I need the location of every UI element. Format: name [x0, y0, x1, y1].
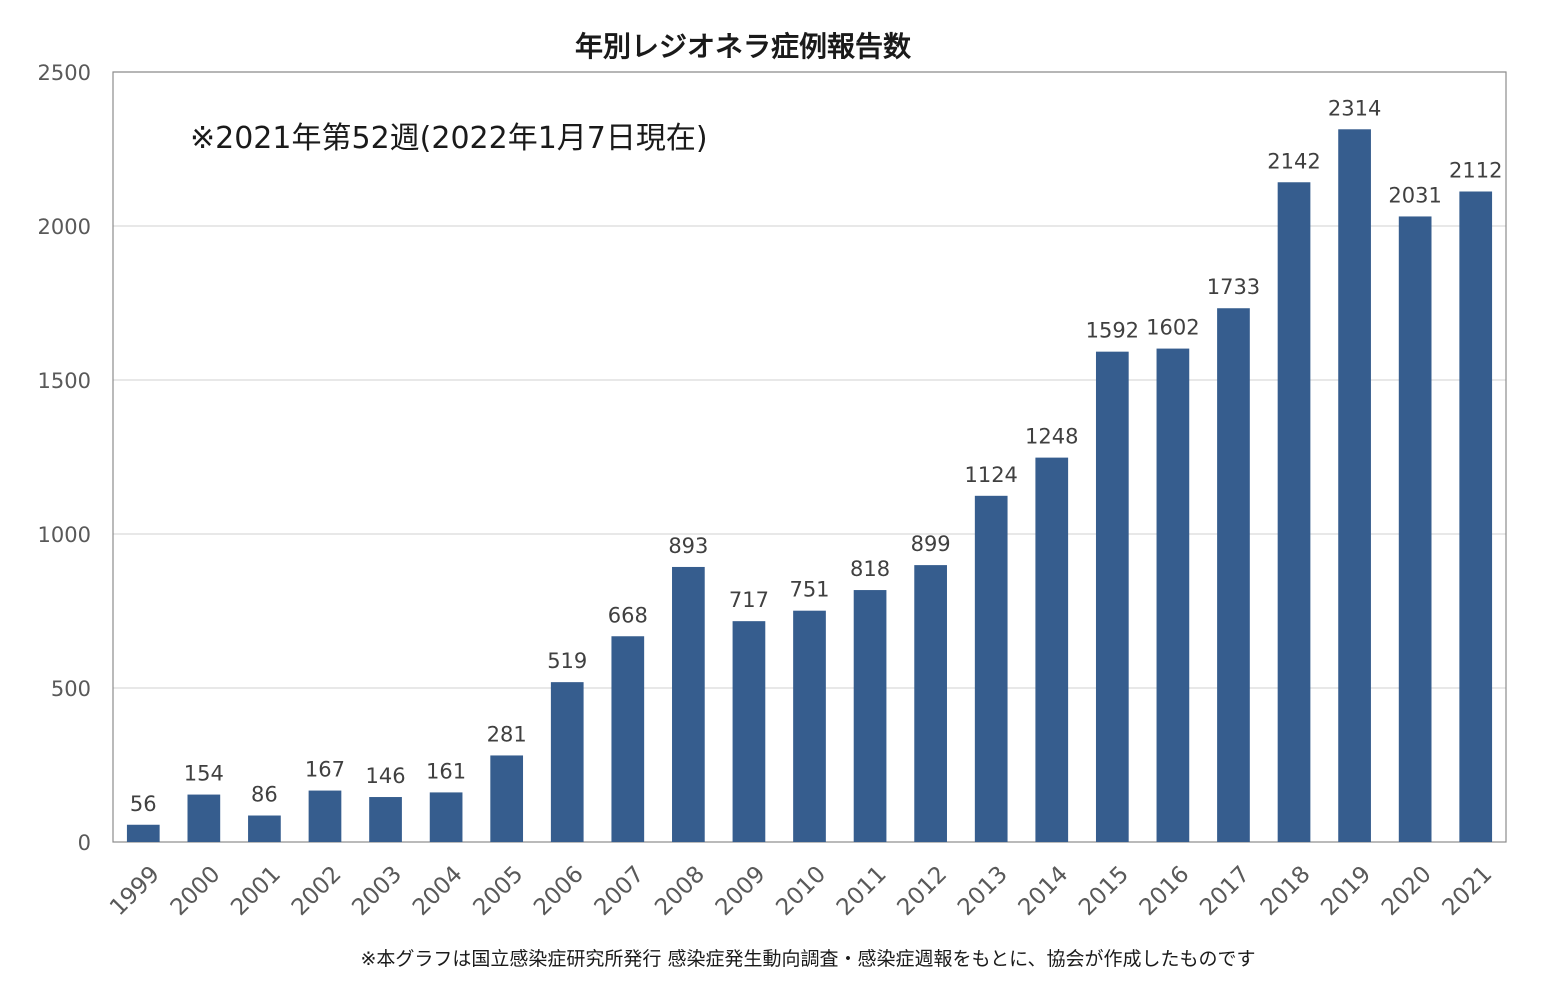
data-label: 899: [911, 532, 951, 556]
y-tick-label: 2500: [38, 61, 91, 85]
y-tick-label: 500: [51, 677, 91, 701]
bar: [308, 790, 342, 842]
grid-layer: [113, 71, 1506, 689]
data-label: 1248: [1025, 425, 1078, 449]
data-label: 146: [365, 764, 405, 788]
y-tick-label: 1500: [38, 369, 91, 393]
data-label: 154: [184, 762, 224, 786]
data-label: 2112: [1449, 159, 1502, 183]
bar: [248, 815, 281, 842]
data-label: 818: [850, 557, 890, 581]
data-label: 519: [547, 649, 587, 673]
y-axis-ticks: 0 500 1000 1500 2000 2500: [38, 61, 91, 855]
data-label: 1592: [1086, 319, 1139, 343]
source-note: ※本グラフは国立感染症研究所発行 感染症発生動向調査・感染症週報をもとに、協会が…: [360, 948, 1255, 970]
data-label: 751: [789, 578, 829, 602]
data-label: 2314: [1328, 96, 1381, 120]
data-label: 86: [251, 783, 278, 807]
data-label: 56: [130, 792, 157, 816]
bar: [1459, 191, 1493, 842]
data-label: 717: [729, 588, 769, 612]
bar: [369, 797, 402, 842]
bar: [1338, 129, 1371, 843]
data-label: 161: [426, 759, 466, 783]
bar: [672, 566, 705, 842]
bar: [1095, 351, 1129, 842]
data-label: 281: [487, 722, 527, 746]
data-label: 1733: [1207, 275, 1260, 299]
bar: [1035, 457, 1069, 842]
bar: [1156, 348, 1190, 842]
y-tick-label: 1000: [38, 523, 91, 547]
bar: [1277, 182, 1311, 842]
data-label: 2142: [1267, 149, 1320, 173]
data-label: 668: [608, 603, 648, 627]
bar: [1217, 308, 1250, 843]
data-label: 893: [668, 534, 708, 558]
data-label: 1602: [1146, 316, 1199, 340]
bar: [853, 590, 887, 842]
bar: [732, 621, 766, 842]
bars-layer: [126, 129, 1493, 843]
chart-annotation: ※2021年第52週(2022年1月7日現在): [190, 121, 708, 156]
bar: [914, 565, 947, 842]
data-label: 1124: [964, 463, 1017, 487]
bar: [1398, 216, 1432, 842]
bar: [974, 495, 1008, 842]
data-label: 167: [305, 758, 345, 782]
data-labels: 56 154 86 167 146 161 281 519 668 893 717 751 818 899…: [130, 96, 1503, 815]
bar: [126, 824, 160, 842]
y-tick-label: 2000: [38, 215, 91, 239]
bar: [793, 610, 826, 842]
bar: [611, 636, 645, 842]
chart-title: 年別レジオネラ症例報告数: [575, 30, 912, 63]
bar: [187, 794, 221, 842]
bar: [429, 792, 463, 842]
data-label: 2031: [1388, 183, 1441, 207]
y-tick-label: 0: [78, 831, 91, 855]
bar: [490, 755, 524, 842]
bar: [550, 682, 584, 842]
